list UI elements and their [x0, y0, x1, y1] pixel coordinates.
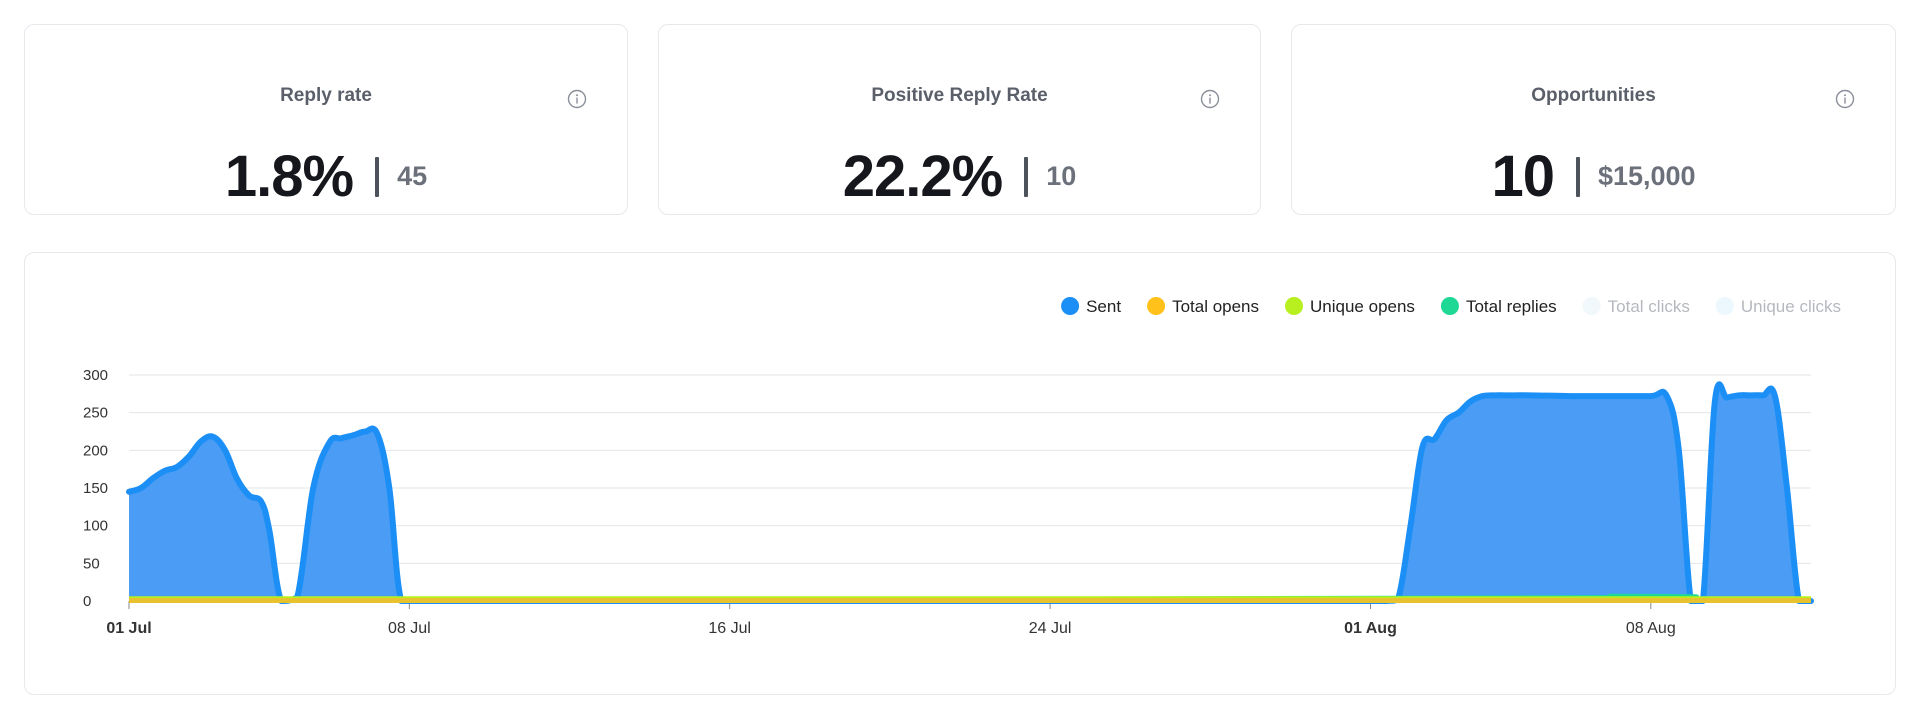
legend-marker [1440, 297, 1459, 315]
card-title: Opportunities [1531, 85, 1656, 106]
x-tick-label: 16 Jul [708, 620, 751, 637]
activity-chart-card: 0 50 100 150 200 250 300 01 Jul 08 Jul 16 Jul 24 J… [24, 252, 1896, 695]
opportunities-card: Opportunities 10 $15,000 [1291, 24, 1896, 215]
legend-label: Total opens [1172, 297, 1259, 316]
metric-value: 10 [1491, 144, 1555, 209]
reply-rate-card: Reply rate 1.8% 45 [24, 24, 628, 215]
x-tick-label: 08 Aug [1626, 620, 1676, 637]
metric-row: 10 $15,000 [1292, 143, 1895, 210]
metric-row: 22.2% 10 [659, 143, 1260, 210]
legend-item-unique-clicks[interactable]: Unique clicks [1715, 297, 1841, 316]
legend-marker [1582, 297, 1601, 315]
y-tick-label: 300 [83, 367, 108, 384]
positive-reply-rate-card: Positive Reply Rate 22.2% 10 [658, 24, 1261, 215]
y-tick-label: 250 [83, 405, 108, 422]
card-title: Positive Reply Rate [871, 85, 1048, 106]
legend-label: Total replies [1466, 297, 1557, 316]
sent-series-area [129, 384, 1811, 601]
y-tick-label: 100 [83, 518, 108, 535]
card-title: Reply rate [280, 85, 372, 106]
legend-item-unique-opens[interactable]: Unique opens [1285, 297, 1415, 316]
metric-secondary: 45 [397, 161, 428, 191]
y-tick-label: 200 [83, 442, 108, 459]
metric-secondary: 10 [1046, 161, 1077, 191]
y-tick-label: 0 [83, 593, 91, 610]
legend-marker [1147, 297, 1166, 315]
metric-secondary: $15,000 [1597, 161, 1696, 191]
x-tick-label: 08 Jul [388, 620, 431, 637]
legend-marker [1715, 297, 1734, 315]
info-icon[interactable] [1200, 89, 1220, 109]
legend-marker [1285, 297, 1304, 315]
legend-item-total-opens[interactable]: Total opens [1147, 297, 1259, 316]
legend-label: Total clicks [1608, 297, 1690, 316]
legend-label: Sent [1086, 297, 1121, 316]
metric-divider [1024, 156, 1029, 197]
x-tick-label: 01 Jul [106, 620, 151, 637]
info-icon[interactable] [1835, 89, 1855, 109]
legend-marker [1061, 297, 1080, 315]
x-tick-label: 01 Aug [1344, 620, 1397, 637]
x-tick-label: 24 Jul [1029, 620, 1072, 637]
legend-label: Unique clicks [1741, 297, 1841, 316]
metric-divider [375, 156, 380, 197]
legend-item-sent[interactable]: Sent [1061, 297, 1121, 316]
info-icon[interactable] [567, 89, 587, 109]
y-tick-label: 50 [83, 555, 100, 572]
metric-divider [1575, 156, 1580, 197]
metric-value: 22.2% [842, 144, 1003, 209]
legend-item-total-replies[interactable]: Total replies [1440, 297, 1557, 316]
legend-label: Unique opens [1310, 297, 1415, 316]
metric-row: 1.8% 45 [25, 143, 627, 210]
y-tick-label: 150 [83, 480, 108, 497]
metric-value: 1.8% [224, 144, 354, 209]
activity-chart: 0 50 100 150 200 250 300 01 Jul 08 Jul 16 Jul 24 J… [83, 297, 1841, 637]
legend-item-total-clicks[interactable]: Total clicks [1582, 297, 1690, 316]
